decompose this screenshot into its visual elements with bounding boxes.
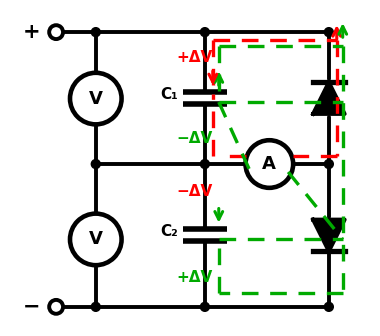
Polygon shape bbox=[313, 82, 345, 114]
Circle shape bbox=[49, 25, 63, 39]
Circle shape bbox=[325, 28, 333, 37]
Circle shape bbox=[200, 28, 209, 37]
Text: −ΔV: −ΔV bbox=[177, 131, 213, 146]
Circle shape bbox=[70, 73, 122, 124]
Text: −ΔV: −ΔV bbox=[177, 184, 213, 199]
Circle shape bbox=[70, 214, 122, 265]
Circle shape bbox=[91, 28, 100, 37]
Text: A: A bbox=[263, 155, 276, 173]
Circle shape bbox=[200, 160, 209, 168]
Text: +: + bbox=[22, 22, 40, 42]
Circle shape bbox=[49, 300, 63, 314]
Text: C₂: C₂ bbox=[160, 224, 178, 239]
Text: C₁: C₁ bbox=[160, 87, 178, 101]
Text: +ΔV: +ΔV bbox=[177, 269, 213, 285]
Circle shape bbox=[325, 302, 333, 311]
Text: V: V bbox=[89, 90, 103, 108]
Text: V: V bbox=[89, 230, 103, 248]
Text: −: − bbox=[22, 297, 40, 317]
Text: +ΔV: +ΔV bbox=[177, 50, 213, 65]
Polygon shape bbox=[313, 219, 345, 251]
Circle shape bbox=[91, 302, 100, 311]
Circle shape bbox=[91, 160, 100, 168]
Circle shape bbox=[325, 160, 333, 168]
Circle shape bbox=[200, 302, 209, 311]
Circle shape bbox=[245, 140, 293, 188]
